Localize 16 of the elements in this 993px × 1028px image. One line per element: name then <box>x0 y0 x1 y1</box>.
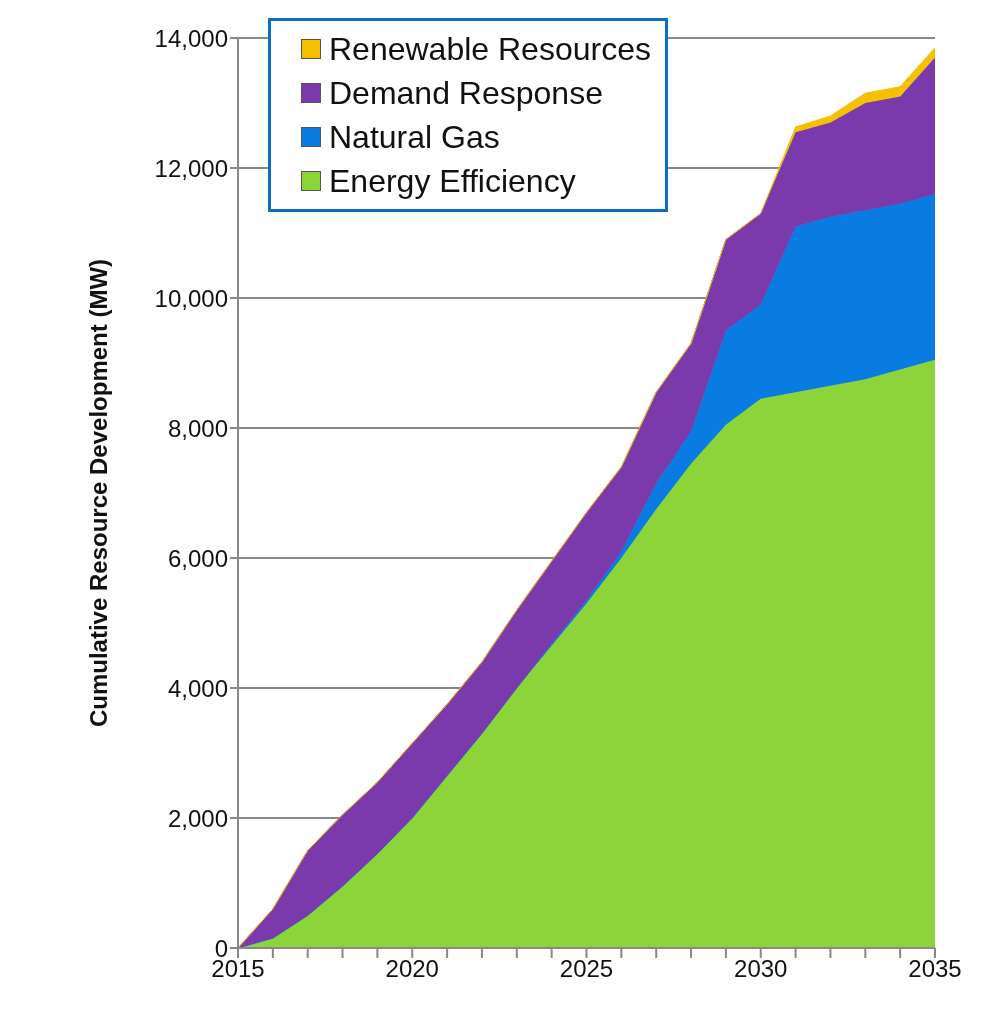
x-tick-label: 2025 <box>559 955 614 983</box>
y-tick-label: 6,000 <box>167 544 228 572</box>
legend-label: Demand Response <box>329 74 603 113</box>
y-axis-title: Cumulative Resource Development (MW) <box>84 258 112 728</box>
legend-label: Natural Gas <box>329 118 500 157</box>
legend-label: Renewable Resources <box>329 30 651 69</box>
x-tick-label: 2035 <box>908 955 962 983</box>
y-tick-label: 10,000 <box>154 284 228 312</box>
y-tick-label: 12,000 <box>154 154 228 182</box>
y-tick-label: 8,000 <box>167 414 228 442</box>
y-tick-label: 2,000 <box>167 804 228 832</box>
legend-label: Energy Efficiency <box>329 162 576 201</box>
y-tick-label: 4,000 <box>167 674 228 702</box>
y-tick-label: 14,000 <box>154 24 228 52</box>
x-tick-label: 2020 <box>385 955 439 983</box>
x-tick-label: 2030 <box>734 955 788 983</box>
